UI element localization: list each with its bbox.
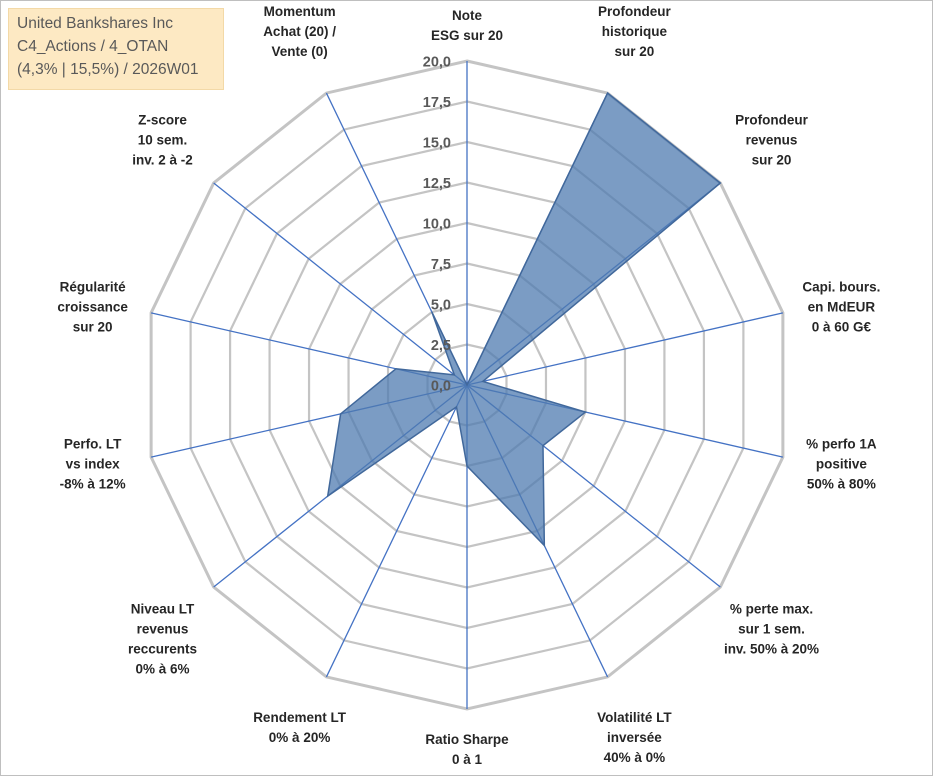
axis-label-0: Note ESG sur 20: [431, 8, 503, 43]
axis-label-9-line-3: 0% à 6%: [135, 661, 189, 676]
radar-series: [326, 91, 722, 548]
axis-label-10-line-0: Perfo. LT: [64, 436, 122, 451]
axis-label-4-line-2: 50% à 80%: [807, 476, 876, 491]
axis-label-13-line-0: Momentum: [264, 4, 336, 19]
axis-label-0-line-1: ESG sur 20: [431, 28, 503, 43]
axis-label-1: Profondeur historique sur 20: [598, 4, 671, 59]
axis-label-3-line-0: Capi. bours.: [802, 280, 880, 295]
axis-label-12-line-0: Z-score: [138, 113, 187, 128]
axis-label-1-line-2: sur 20: [615, 44, 655, 59]
tick-label-3: 7,5: [431, 257, 451, 273]
tick-label-0: 0,0: [431, 379, 451, 395]
axis-label-9-line-2: reccurents: [128, 641, 197, 656]
tick-label-4: 10,0: [423, 217, 451, 233]
axis-spoke-3: [466, 312, 784, 386]
axis-label-2-line-0: Profondeur: [735, 113, 808, 128]
axis-label-13-line-1: Achat (20) /: [263, 24, 336, 39]
axis-label-6-line-2: 40% à 0%: [604, 750, 666, 765]
axis-label-7-line-0: Ratio Sharpe: [425, 732, 509, 747]
axis-label-11-line-0: Régularité: [60, 280, 127, 295]
axis-label-5-line-0: % perte max.: [730, 601, 813, 616]
axis-label-12-line-1: 10 sem.: [138, 133, 188, 148]
axis-label-6-line-1: inversée: [607, 730, 662, 745]
axis-label-5-line-1: sur 1 sem.: [738, 621, 805, 636]
tick-label-7: 17,5: [423, 95, 451, 111]
title-line-period: (4,3% | 15,5%) / 2026W01: [17, 61, 199, 78]
axis-label-4-line-1: positive: [816, 456, 868, 471]
axis-label-4-line-0: % perfo 1A: [806, 436, 877, 451]
radar-tick-labels: 0,0 2,5 5,0 7,5 10,0 12,5 15,0 17,5 20,0: [423, 55, 451, 395]
axis-label-13: Momentum Achat (20) / Vente (0): [263, 4, 336, 59]
axis-label-2-line-2: sur 20: [752, 153, 792, 168]
axis-label-9-line-0: Niveau LT: [131, 601, 195, 616]
axis-label-11-line-1: croissance: [57, 300, 128, 315]
axis-label-12: Z-score 10 sem. inv. 2 à -2: [132, 113, 193, 168]
axis-label-8-line-1: 0% à 20%: [269, 730, 331, 745]
axis-label-10: Perfo. LT vs index -8% à 12%: [60, 436, 126, 491]
axis-label-1-line-0: Profondeur: [598, 4, 671, 19]
axis-label-6: Volatilité LT inversée 40% à 0%: [597, 710, 672, 765]
axis-label-3: Capi. bours. en MdEUR 0 à 60 G€: [802, 280, 880, 335]
axis-spoke-12: [213, 182, 468, 386]
axis-label-11: Régularité croissance sur 20: [57, 280, 128, 335]
title-line-category: C4_Actions / 4_OTAN: [17, 38, 169, 55]
axis-label-2: Profondeur revenus sur 20: [735, 113, 808, 168]
title-line-company: United Bankshares Inc: [17, 15, 173, 32]
axis-label-0-line-0: Note: [452, 8, 482, 23]
axis-label-12-line-2: inv. 2 à -2: [132, 153, 193, 168]
axis-label-9: Niveau LT revenus reccurents 0% à 6%: [128, 601, 197, 676]
axis-label-3-line-2: 0 à 60 G€: [812, 320, 872, 335]
tick-label-2: 5,0: [431, 298, 451, 314]
radar-axis-labels: Note ESG sur 20 Profondeur historique sur 20…: [57, 4, 880, 767]
axis-label-10-line-2: -8% à 12%: [60, 476, 126, 491]
axis-label-11-line-2: sur 20: [73, 320, 113, 335]
axis-spoke-8: [325, 384, 468, 678]
tick-label-1: 2,5: [431, 338, 451, 354]
axis-label-10-line-1: vs index: [66, 456, 121, 471]
axis-label-3-line-1: en MdEUR: [808, 300, 876, 315]
axis-label-7-line-1: 0 à 1: [452, 752, 483, 767]
axis-label-5: % perte max. sur 1 sem. inv. 50% à 20%: [724, 601, 819, 656]
tick-label-8: 20,0: [423, 55, 451, 71]
axis-label-7: Ratio Sharpe 0 à 1: [425, 732, 509, 767]
chart-title-box: United Bankshares Inc C4_Actions / 4_OTA…: [8, 8, 224, 90]
axis-label-8: Rendement LT 0% à 20%: [253, 710, 347, 745]
axis-label-2-line-1: revenus: [746, 133, 798, 148]
axis-label-9-line-1: revenus: [137, 621, 189, 636]
axis-label-5-line-2: inv. 50% à 20%: [724, 641, 819, 656]
tick-label-5: 12,5: [423, 176, 451, 192]
axis-label-8-line-0: Rendement LT: [253, 710, 347, 725]
tick-label-6: 15,0: [423, 136, 451, 152]
axis-label-4: % perfo 1A positive 50% à 80%: [806, 436, 877, 491]
axis-label-1-line-1: historique: [602, 24, 668, 39]
axis-label-13-line-2: Vente (0): [271, 44, 327, 59]
axis-label-6-line-0: Volatilité LT: [597, 710, 672, 725]
